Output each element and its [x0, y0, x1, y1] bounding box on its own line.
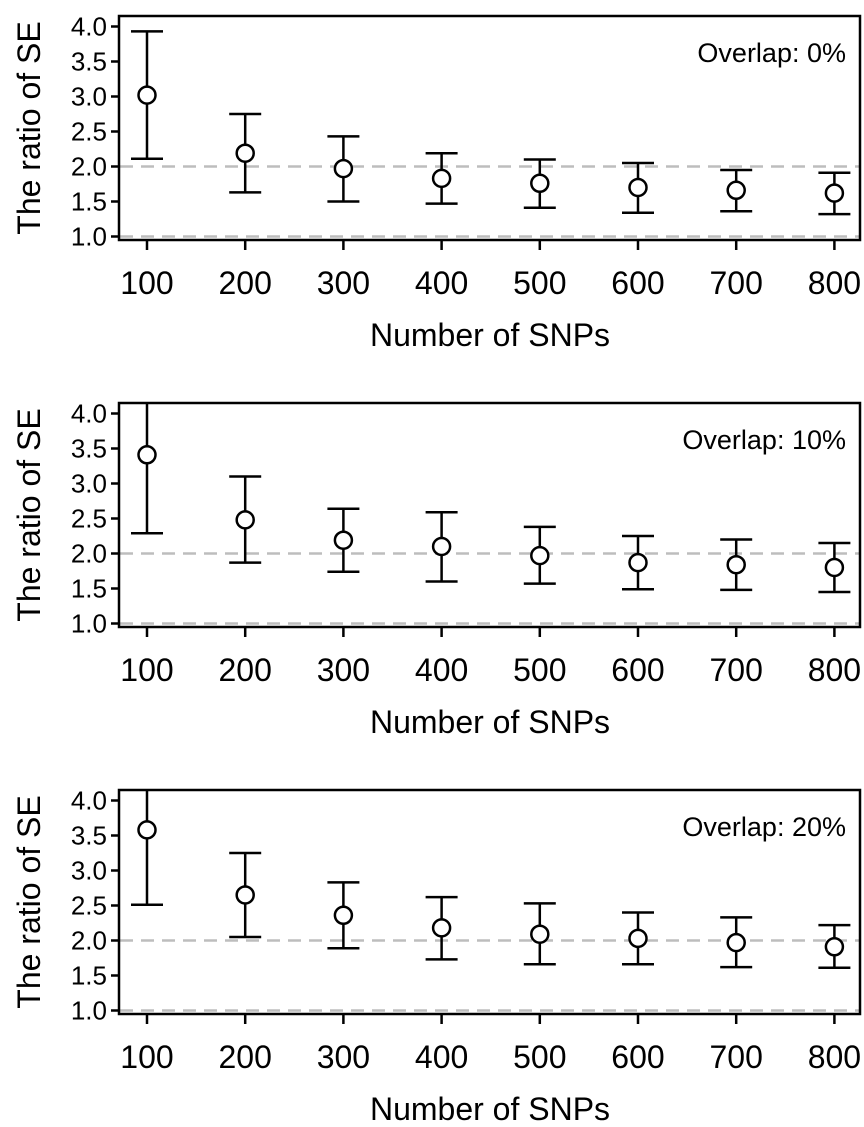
y-tick-label: 2.0 — [71, 152, 107, 182]
y-tick-label: 2.5 — [71, 891, 107, 921]
data-point-300 — [333, 158, 354, 179]
data-point-800 — [824, 557, 845, 578]
y-tick-label: 4.0 — [71, 12, 107, 42]
x-tick-label: 300 — [317, 1039, 370, 1075]
y-tick-label: 3.5 — [71, 821, 107, 851]
x-tick-label: 500 — [513, 265, 566, 301]
y-tick-label: 1.5 — [71, 574, 107, 604]
y-tick-label: 4.0 — [71, 399, 107, 429]
x-tick-label: 600 — [611, 1039, 664, 1075]
y-axis-label: The ratio of SE — [11, 21, 47, 234]
data-point-600 — [628, 552, 648, 573]
x-tick-label: 600 — [611, 265, 664, 301]
data-point-300 — [333, 530, 354, 550]
y-tick-label: 3.0 — [71, 82, 107, 112]
data-point-800 — [824, 937, 845, 957]
x-tick-label: 700 — [710, 652, 763, 688]
x-tick-label: 100 — [120, 652, 173, 688]
x-tick-label: 200 — [219, 1039, 272, 1075]
x-tick-label: 500 — [513, 1039, 566, 1075]
y-tick-label: 3.5 — [71, 47, 107, 77]
data-point-700 — [726, 932, 746, 953]
x-tick-label: 700 — [710, 1039, 763, 1075]
data-point-600 — [628, 177, 648, 198]
data-point-400 — [431, 536, 452, 557]
x-tick-label: 700 — [710, 265, 763, 301]
x-axis-label: Number of SNPs — [370, 704, 610, 740]
data-point-400 — [431, 918, 452, 938]
plot-frame — [117, 788, 862, 1016]
plot-frame — [117, 401, 862, 629]
data-point-600 — [628, 928, 648, 949]
y-tick-label: 3.0 — [71, 856, 107, 886]
overlap-annotation: Overlap: 0% — [697, 38, 846, 68]
data-point-100 — [137, 445, 157, 465]
x-tick-label: 400 — [415, 1039, 468, 1075]
y-tick-label: 1.0 — [71, 996, 107, 1026]
y-axis-label: The ratio of SE — [11, 795, 47, 1008]
y-axis-label: The ratio of SE — [11, 408, 47, 621]
x-tick-label: 200 — [219, 265, 272, 301]
data-point-100 — [137, 820, 157, 840]
x-tick-label: 400 — [415, 652, 468, 688]
y-tick-label: 1.0 — [71, 609, 107, 639]
data-point-100 — [137, 85, 157, 105]
y-tick-label: 4.0 — [71, 786, 107, 816]
data-point-700 — [726, 180, 746, 201]
y-tick-label: 2.0 — [71, 539, 107, 569]
data-point-200 — [235, 885, 255, 905]
y-tick-label: 1.5 — [71, 961, 107, 991]
x-tick-label: 100 — [120, 265, 173, 301]
data-point-200 — [235, 143, 255, 163]
y-tick-label: 2.5 — [71, 504, 107, 534]
data-point-500 — [530, 545, 550, 566]
y-tick-label: 2.0 — [71, 926, 107, 956]
data-point-300 — [333, 905, 354, 926]
data-point-700 — [726, 554, 746, 575]
overlap-annotation: Overlap: 20% — [682, 812, 846, 842]
x-tick-label: 800 — [808, 652, 861, 688]
data-point-500 — [530, 924, 550, 944]
x-tick-label: 100 — [120, 1039, 173, 1075]
data-point-400 — [431, 168, 452, 189]
x-tick-label: 500 — [513, 652, 566, 688]
x-tick-label: 800 — [808, 265, 861, 301]
y-tick-label: 3.0 — [71, 469, 107, 499]
y-tick-label: 3.5 — [71, 434, 107, 464]
x-tick-label: 200 — [219, 652, 272, 688]
x-tick-label: 300 — [317, 265, 370, 301]
x-tick-label: 600 — [611, 652, 664, 688]
x-tick-label: 400 — [415, 265, 468, 301]
plot-frame — [117, 14, 862, 242]
data-point-800 — [824, 183, 845, 203]
y-tick-label: 2.5 — [71, 117, 107, 147]
y-tick-label: 1.0 — [71, 222, 107, 252]
x-tick-label: 800 — [808, 1039, 861, 1075]
overlap-annotation: Overlap: 10% — [682, 425, 846, 455]
x-tick-label: 300 — [317, 652, 370, 688]
data-point-200 — [235, 510, 255, 530]
x-axis-label: Number of SNPs — [370, 1091, 610, 1127]
y-tick-label: 1.5 — [71, 187, 107, 217]
data-point-500 — [530, 173, 550, 194]
x-axis-label: Number of SNPs — [370, 317, 610, 353]
